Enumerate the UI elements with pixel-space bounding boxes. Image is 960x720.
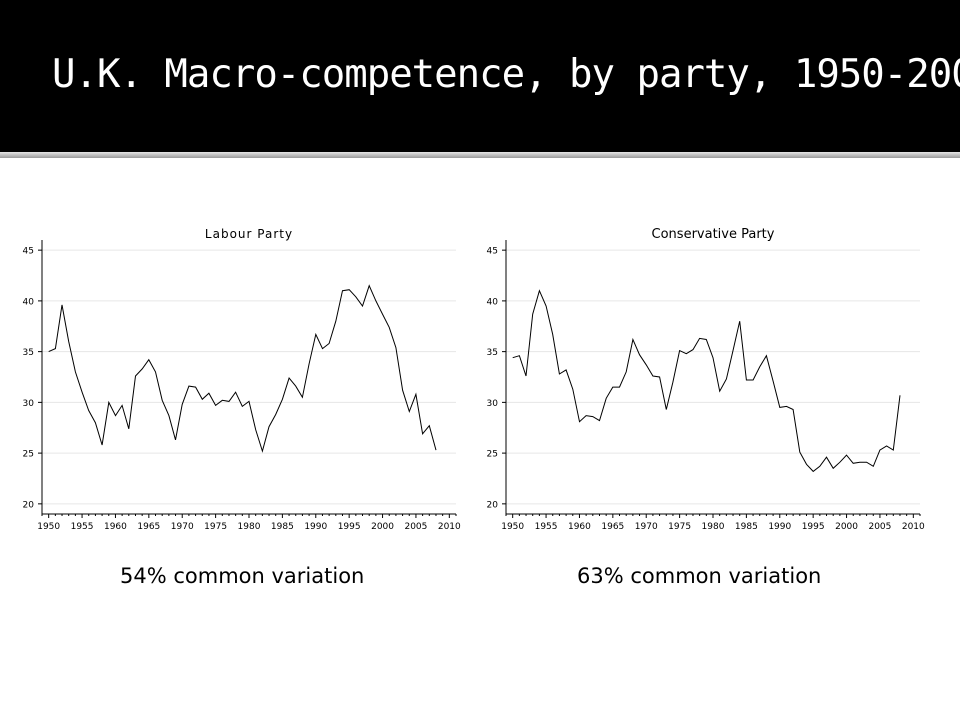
slide-title: U.K. Macro-competence, by party, 1950-20… bbox=[52, 52, 960, 97]
x-tick-label: 1950 bbox=[501, 522, 524, 532]
labour-party-chart: Labour Party 20 25 30 35 40 45 1950 1955 1960 1965… bbox=[23, 227, 462, 532]
title-divider bbox=[0, 152, 960, 158]
series-line bbox=[48, 284, 437, 453]
x-tick-label: 1995 bbox=[802, 522, 825, 532]
caption-conservative: 63% common variation bbox=[577, 564, 822, 588]
y-tick-label: 25 bbox=[23, 450, 34, 460]
conservative-party-chart: Conservative Party 20 25 30 35 40 45 1950 1955 19… bbox=[487, 227, 926, 532]
caption-labour: 54% common variation bbox=[120, 564, 365, 588]
y-tick-label: 35 bbox=[487, 348, 498, 358]
y-tick-label: 45 bbox=[487, 247, 498, 257]
x-tick-label: 2010 bbox=[438, 522, 461, 532]
chart-title: Labour Party bbox=[205, 227, 293, 241]
x-tick-label: 1955 bbox=[535, 522, 558, 532]
x-tick-label: 1990 bbox=[304, 522, 327, 532]
x-tick-label: 1960 bbox=[104, 522, 127, 532]
x-tick-label: 2005 bbox=[404, 522, 427, 532]
y-tick-label: 25 bbox=[487, 450, 498, 460]
x-tick-label: 1950 bbox=[37, 522, 60, 532]
y-tick-label: 20 bbox=[487, 500, 499, 510]
x-tick-label: 1995 bbox=[338, 522, 361, 532]
x-tick-label: 1970 bbox=[635, 522, 658, 532]
y-tick-label: 40 bbox=[487, 297, 499, 307]
x-tick-label: 1975 bbox=[668, 522, 691, 532]
x-tick-label: 1985 bbox=[271, 522, 294, 532]
x-tick-label: 1965 bbox=[137, 522, 160, 532]
x-tick-label: 1970 bbox=[171, 522, 194, 532]
x-tick-label: 1990 bbox=[768, 522, 791, 532]
y-tick-label: 35 bbox=[23, 348, 34, 358]
x-tick-label: 2000 bbox=[371, 522, 394, 532]
series-line bbox=[512, 289, 901, 473]
x-tick-label: 1985 bbox=[735, 522, 758, 532]
x-tick-label: 2000 bbox=[835, 522, 858, 532]
y-tick-label: 30 bbox=[487, 399, 499, 409]
x-tick-label: 1975 bbox=[204, 522, 227, 532]
y-tick-label: 20 bbox=[23, 500, 35, 510]
x-tick-label: 2010 bbox=[902, 522, 925, 532]
x-tick-label: 1965 bbox=[601, 522, 624, 532]
x-tick-label: 2005 bbox=[868, 522, 891, 532]
y-tick-label: 30 bbox=[23, 399, 35, 409]
x-tick-label: 1960 bbox=[568, 522, 591, 532]
y-tick-label: 45 bbox=[23, 247, 34, 257]
y-tick-label: 40 bbox=[23, 297, 35, 307]
x-tick-label: 1980 bbox=[238, 522, 261, 532]
x-tick-label: 1955 bbox=[71, 522, 94, 532]
title-bar: U.K. Macro-competence, by party, 1950-20… bbox=[0, 0, 960, 152]
chart-title: Conservative Party bbox=[652, 227, 775, 242]
x-tick-label: 1980 bbox=[702, 522, 725, 532]
